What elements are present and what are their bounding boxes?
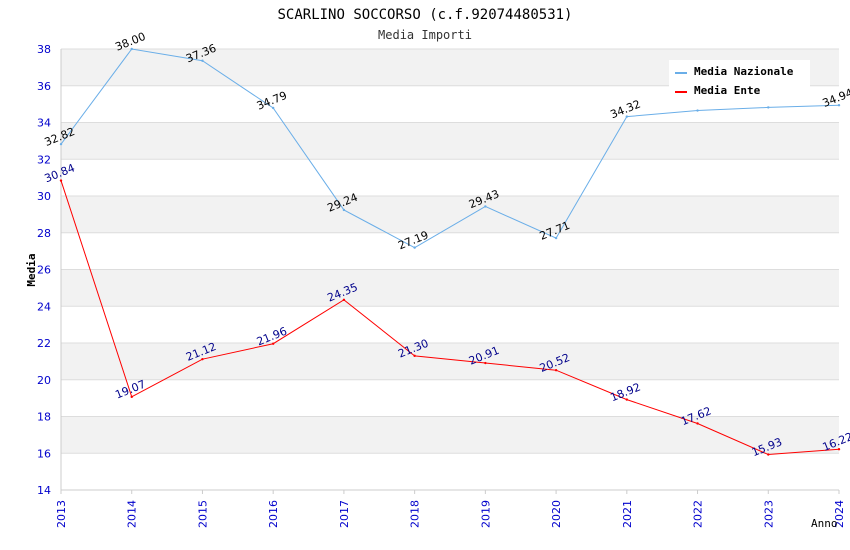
x-tick-label: 2021	[621, 500, 634, 528]
x-axis-title: Anno	[811, 517, 838, 530]
data-point	[696, 422, 699, 425]
series-group	[59, 47, 841, 456]
y-tick-label: 16	[37, 447, 51, 460]
data-point	[130, 395, 133, 399]
legend-box	[669, 60, 810, 102]
data-point	[554, 368, 558, 372]
y-tick-label: 22	[37, 337, 51, 350]
data-point	[767, 453, 770, 456]
y-tick-label: 18	[37, 411, 51, 424]
y-tick-label: 28	[37, 227, 51, 240]
x-tick-label: 2016	[267, 500, 280, 528]
series-line	[60, 180, 840, 456]
grid-band	[61, 122, 839, 160]
chart-subtitle: Media Importi	[378, 28, 472, 42]
data-point	[413, 354, 416, 358]
x-tick-label: 2023	[762, 500, 775, 528]
data-point	[554, 236, 558, 240]
chart-title: SCARLINO SOCCORSO (c.f.92074480531)	[277, 7, 572, 23]
data-point	[271, 106, 275, 110]
data-point	[342, 298, 346, 302]
data-point	[271, 342, 275, 345]
y-axis: 14 16 18 20 22 24 26 28 30 32 34 36 38	[37, 43, 51, 497]
grid-lines	[60, 48, 839, 491]
x-tick-label: 2017	[338, 500, 351, 528]
data-point	[201, 59, 204, 62]
x-tick-label: 2014	[126, 500, 139, 528]
data-point	[59, 142, 63, 146]
data-point	[484, 361, 487, 365]
y-tick-label: 32	[37, 153, 51, 166]
data-point	[413, 246, 416, 249]
grid-band	[61, 343, 839, 380]
y-tick-label: 34	[37, 117, 51, 130]
y-tick-label: 30	[37, 190, 51, 203]
x-tick-label: 2013	[55, 500, 68, 528]
y-axis-title: Media	[25, 253, 38, 286]
data-point	[767, 106, 770, 109]
x-tick-label: 2024	[833, 500, 846, 528]
x-axis: 2013 2014 2015 2016 2017 2018 2019 2020 2021 2022…	[55, 490, 846, 528]
data-point	[837, 104, 841, 107]
data-point	[484, 205, 487, 208]
data-point	[625, 398, 629, 401]
y-tick-label: 14	[37, 484, 51, 497]
data-point	[837, 448, 841, 451]
legend: Media Nazionale Media Ente	[669, 60, 810, 102]
x-tick-label: 2022	[692, 500, 705, 528]
grid-band	[61, 269, 839, 307]
x-tick-label: 2018	[409, 500, 422, 528]
x-tick-label: 2020	[550, 500, 563, 528]
series-line	[60, 48, 840, 249]
grid-band	[61, 416, 839, 454]
y-tick-label: 38	[37, 43, 51, 56]
data-point	[342, 208, 346, 212]
y-tick-label: 36	[37, 80, 51, 93]
y-tick-label: 20	[37, 374, 51, 387]
data-point	[59, 179, 63, 182]
data-point	[201, 357, 204, 361]
data-point	[625, 115, 629, 118]
data-point	[130, 47, 133, 51]
data-point	[696, 109, 699, 112]
legend-entry: Media Ente	[694, 84, 761, 97]
y-tick-label: 26	[37, 264, 51, 277]
x-tick-label: 2015	[196, 500, 209, 528]
y-tick-label: 24	[37, 300, 51, 313]
x-tick-label: 2019	[479, 500, 492, 528]
legend-entry: Media Nazionale	[694, 65, 794, 78]
